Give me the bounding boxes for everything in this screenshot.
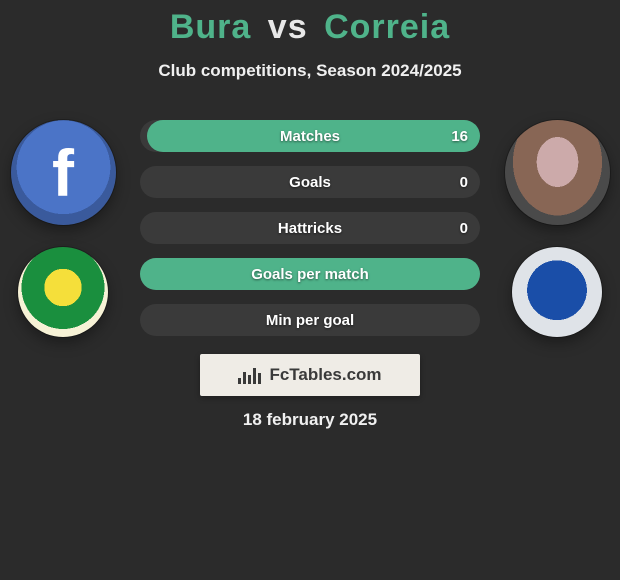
stat-bar-right-fill (140, 258, 480, 290)
date-label: 18 february 2025 (0, 410, 620, 430)
right-avatar-column (502, 120, 612, 359)
stats-panel: Matches16 Goals0 Hattricks0 Goals per match… (140, 120, 480, 350)
stat-row: Min per goal (140, 304, 480, 336)
stat-bar-bg (140, 212, 480, 244)
vs-label: vs (268, 8, 308, 46)
bar-chart-icon (238, 366, 261, 384)
left-avatar-column: f (8, 120, 118, 359)
stat-bar: Goals per match (140, 258, 480, 290)
stat-row: Matches16 (140, 120, 480, 152)
stat-bar: Hattricks0 (140, 212, 480, 244)
team2-crest (512, 247, 602, 337)
stat-value-right: 0 (460, 212, 468, 244)
player1-avatar: f (11, 120, 116, 225)
player1-name: Bura (170, 8, 251, 46)
stat-bar-right-fill (147, 120, 480, 152)
player2-name: Correia (324, 8, 450, 46)
team1-crest (18, 247, 108, 337)
stat-row: Hattricks0 (140, 212, 480, 244)
page-title: Bura vs Correia (0, 0, 620, 47)
stat-bar-bg (140, 304, 480, 336)
stat-bar: Goals0 (140, 166, 480, 198)
comparison-card: Bura vs Correia Club competitions, Seaso… (0, 0, 620, 580)
stat-row: Goals per match (140, 258, 480, 290)
stat-row: Goals0 (140, 166, 480, 198)
site-badge-text: FcTables.com (269, 365, 381, 385)
stat-value-right: 0 (460, 166, 468, 198)
stat-bar: Matches16 (140, 120, 480, 152)
stat-bar: Min per goal (140, 304, 480, 336)
site-badge: FcTables.com (200, 354, 420, 396)
subtitle: Club competitions, Season 2024/2025 (0, 61, 620, 81)
player2-avatar (505, 120, 610, 225)
stat-value-right: 16 (451, 120, 468, 152)
stat-bar-bg (140, 166, 480, 198)
